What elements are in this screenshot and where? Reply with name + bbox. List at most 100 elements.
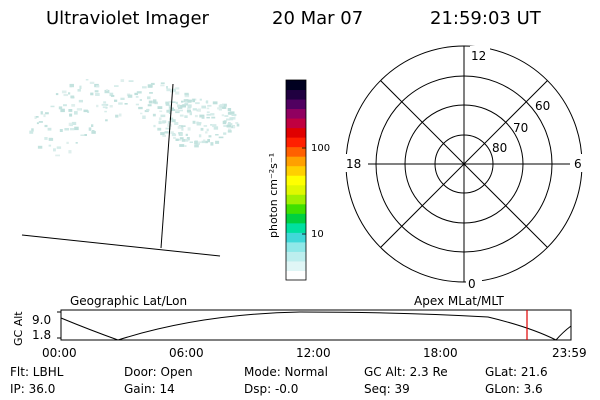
emission-speck xyxy=(166,88,171,92)
emission-speck xyxy=(144,110,149,113)
emission-speck xyxy=(198,134,202,138)
emission-speck xyxy=(120,79,125,82)
auroral-emission xyxy=(29,79,240,157)
emission-speck xyxy=(84,134,87,136)
emission-speck xyxy=(187,99,192,103)
colorbar-cell xyxy=(286,194,306,205)
emission-speck xyxy=(217,107,222,110)
emission-speck xyxy=(192,98,195,103)
emission-speck xyxy=(199,98,202,101)
emission-speck xyxy=(192,120,196,124)
emission-speck xyxy=(213,126,219,130)
emission-speck xyxy=(160,132,165,136)
title-bar: Ultraviolet Imager 20 Mar 07 21:59:03 UT xyxy=(0,0,600,36)
emission-speck xyxy=(71,104,76,107)
emission-speck xyxy=(80,134,85,136)
emission-speck xyxy=(114,99,118,102)
lat-label-80: 80 xyxy=(492,141,507,155)
emission-speck xyxy=(158,121,162,125)
geographic-caption: Geographic Lat/Lon xyxy=(70,294,188,308)
time-tick-0600: 06:00 xyxy=(169,346,204,360)
emission-speck xyxy=(55,154,60,157)
glat-status: GLat: 21.6 xyxy=(485,365,548,379)
emission-speck xyxy=(180,105,183,109)
emission-speck xyxy=(219,104,224,107)
emission-speck xyxy=(210,124,213,126)
colorbar-cell xyxy=(286,203,306,214)
emission-speck xyxy=(105,103,109,106)
emission-speck xyxy=(201,116,205,119)
colorbar-cell xyxy=(286,222,306,233)
colorbar-cell xyxy=(286,146,306,157)
emission-speck xyxy=(56,146,62,149)
emission-speck xyxy=(196,109,199,112)
emission-speck xyxy=(135,103,139,106)
emission-speck xyxy=(176,138,182,141)
geographic-image-panel xyxy=(21,79,240,257)
emission-speck xyxy=(184,145,187,147)
emission-speck xyxy=(199,114,205,118)
colorbar-cell xyxy=(286,270,306,281)
emission-speck xyxy=(206,111,210,114)
emission-speck xyxy=(142,115,146,119)
emission-speck xyxy=(68,150,72,154)
emission-speck xyxy=(175,101,178,105)
colorbar-frame xyxy=(285,79,307,281)
emission-speck xyxy=(168,104,171,108)
emission-speck xyxy=(228,128,232,132)
emission-speck xyxy=(227,130,232,133)
emission-speck xyxy=(160,114,166,118)
meridian-line xyxy=(160,83,174,249)
emission-speck xyxy=(218,136,224,139)
emission-speck xyxy=(85,79,89,81)
emission-speck xyxy=(232,125,236,128)
emission-speck xyxy=(150,82,155,85)
emission-speck xyxy=(69,113,73,117)
emission-speck xyxy=(36,116,39,118)
emission-speck xyxy=(36,122,39,125)
emission-speck xyxy=(184,102,189,105)
emission-speck xyxy=(227,108,232,112)
emission-speck xyxy=(181,125,186,127)
emission-speck xyxy=(181,100,184,103)
emission-speck xyxy=(87,110,90,113)
instrument-title: Ultraviolet Imager xyxy=(46,8,209,29)
emission-speck xyxy=(179,109,183,112)
emission-speck xyxy=(211,116,216,119)
emission-speck xyxy=(55,93,59,96)
emission-speck xyxy=(165,127,170,130)
emission-speck xyxy=(64,128,69,131)
emission-speck xyxy=(63,94,68,97)
emission-speck xyxy=(147,84,153,88)
emission-speck xyxy=(172,88,176,92)
colorbar-tick-label-10: 10 xyxy=(311,229,324,240)
emission-speck xyxy=(181,139,186,142)
emission-speck xyxy=(68,109,73,112)
colorbar-tick-label-100: 100 xyxy=(311,143,330,154)
emission-speck xyxy=(170,101,176,103)
emission-speck xyxy=(177,126,182,129)
emission-speck xyxy=(162,134,166,137)
emission-speck xyxy=(136,91,142,94)
emission-speck xyxy=(160,84,165,87)
emission-speck xyxy=(224,115,229,117)
emission-speck xyxy=(152,100,157,104)
emission-speck xyxy=(223,125,227,127)
colorbar-cell xyxy=(286,137,306,148)
emission-speck xyxy=(226,118,230,121)
emission-speck xyxy=(47,127,52,131)
emission-speck xyxy=(166,109,171,113)
emission-speck xyxy=(210,142,214,146)
emission-speck xyxy=(205,101,208,103)
emission-speck xyxy=(179,137,184,140)
colorbar-cell xyxy=(286,213,306,224)
emission-speck xyxy=(105,119,108,122)
emission-speck xyxy=(77,89,81,92)
emission-speck xyxy=(76,108,82,111)
lat-label-70: 70 xyxy=(513,121,528,135)
emission-speck xyxy=(157,127,162,131)
emission-speck xyxy=(66,141,69,144)
emission-speck xyxy=(175,109,179,112)
colorbar-cell xyxy=(286,232,306,243)
emission-speck xyxy=(210,113,215,116)
